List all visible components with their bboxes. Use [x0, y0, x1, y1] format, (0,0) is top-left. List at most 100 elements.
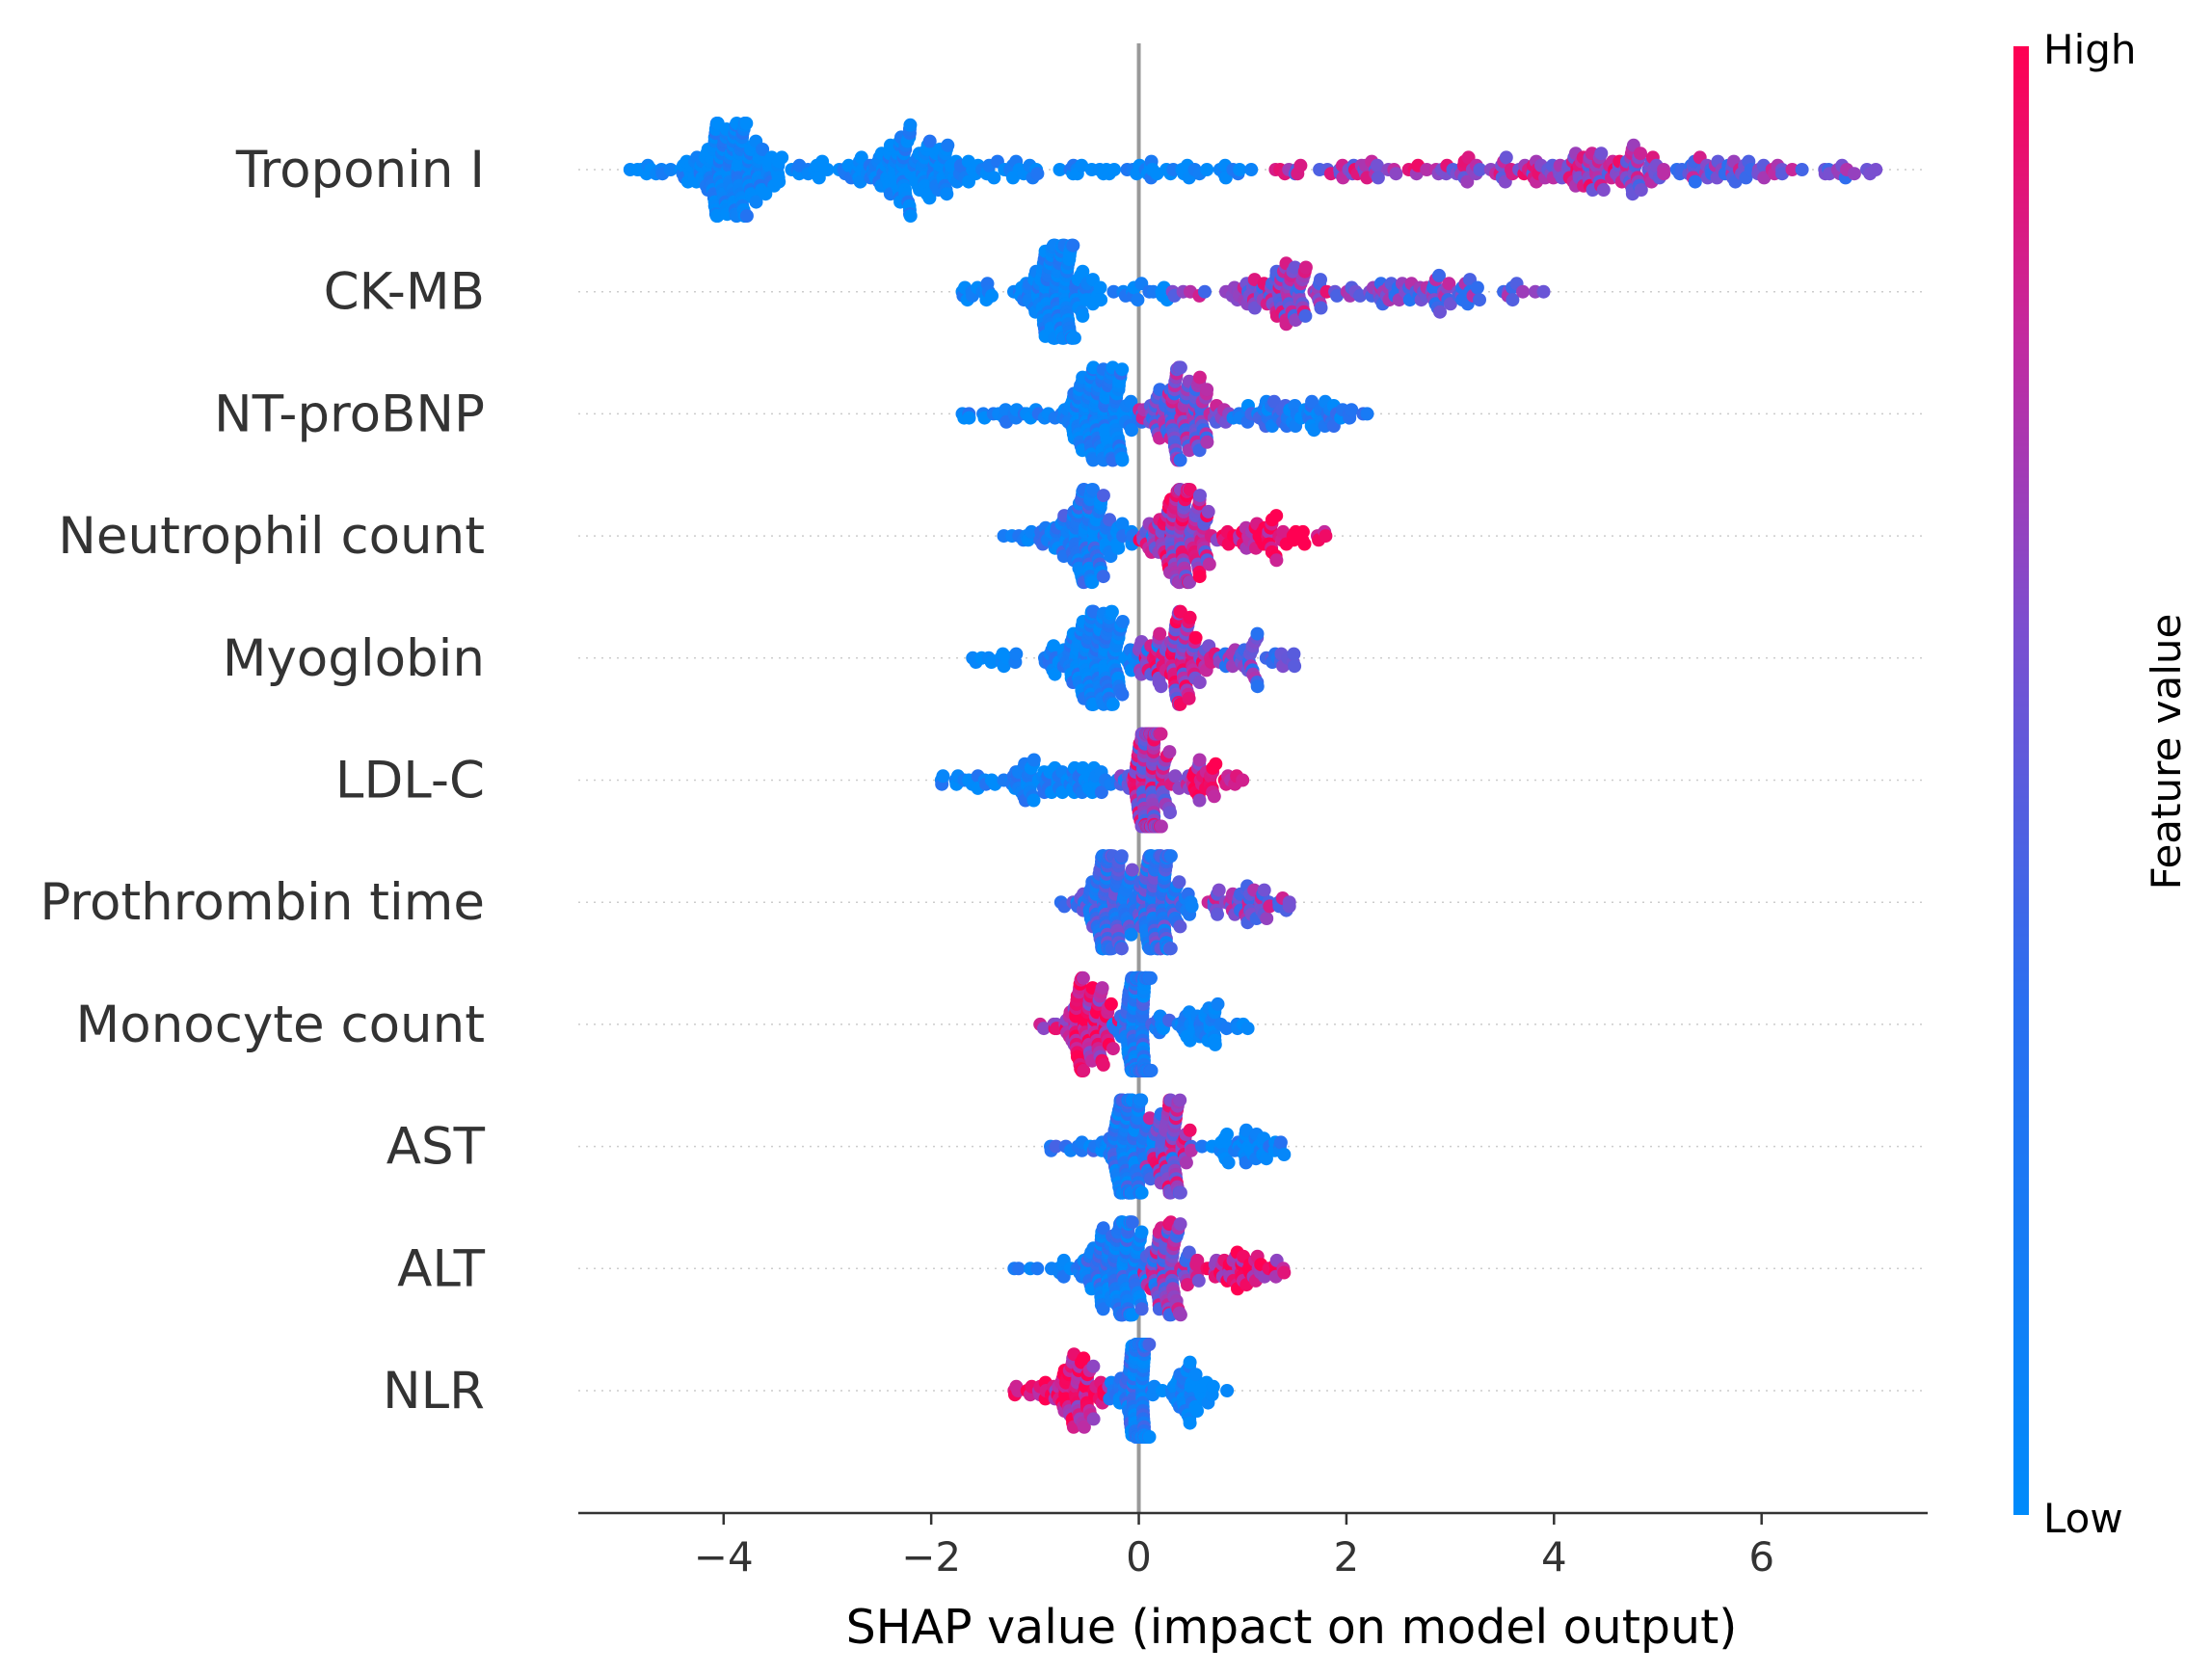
shap-point — [922, 191, 937, 205]
shap-point — [1173, 360, 1187, 375]
shap-point — [1247, 301, 1262, 315]
shap-point — [1195, 1139, 1210, 1154]
x-ticks: −4 −2 0 2 4 6 — [694, 1513, 1774, 1581]
shap-point — [903, 209, 918, 223]
shap-point — [1250, 626, 1265, 641]
shap-point — [1093, 280, 1107, 295]
shap-point — [1202, 557, 1216, 571]
row-guides — [578, 169, 1928, 1392]
shap-point — [1026, 793, 1041, 808]
shap-point — [1077, 1420, 1091, 1434]
shap-point — [1192, 753, 1207, 767]
shap-point — [1506, 293, 1520, 307]
shap-point — [1173, 1185, 1187, 1200]
shap-point — [1536, 284, 1551, 299]
shap-point — [1173, 1308, 1187, 1322]
shap-point — [1095, 981, 1109, 996]
shap-point — [1115, 687, 1130, 702]
shap-point — [1104, 996, 1118, 1011]
shap-point — [1240, 1022, 1255, 1036]
shap-point — [1115, 615, 1130, 628]
shap-point — [749, 195, 763, 209]
shap-point — [1067, 331, 1081, 345]
shap-point — [1219, 1022, 1234, 1036]
shap-point — [1314, 301, 1328, 315]
shap-point — [1209, 757, 1223, 771]
shap-point — [1153, 626, 1167, 641]
shap-point — [739, 209, 754, 223]
shap-point — [1103, 513, 1117, 527]
shap-point — [1094, 293, 1108, 307]
shap-point — [1188, 1368, 1203, 1382]
shap-point — [1096, 1302, 1110, 1316]
feature-labels: Troponin I CK-MB NT-proBNP Neutrophil count… — [40, 141, 485, 1421]
shap-point — [1516, 284, 1530, 299]
colorbar-gradient — [2013, 46, 2029, 1515]
feature-label: NLR — [383, 1362, 485, 1421]
shap-point — [1173, 1093, 1187, 1107]
shap-point — [1389, 167, 1403, 181]
shap-point — [1026, 753, 1041, 767]
shap-point — [1096, 1057, 1110, 1072]
shap-point — [1269, 553, 1284, 568]
shap-point — [1183, 483, 1197, 497]
shap-point — [1192, 570, 1207, 584]
shap-point — [1221, 1156, 1236, 1170]
shap-point — [1183, 1123, 1197, 1137]
shap-point — [1131, 293, 1145, 307]
shap-point — [1076, 308, 1090, 323]
shap-point — [1077, 1063, 1091, 1077]
shap-point — [1257, 883, 1271, 897]
shap-point — [1154, 679, 1168, 694]
shap-point — [1594, 146, 1609, 161]
shap-point — [1183, 1416, 1197, 1430]
shap-point — [1250, 679, 1265, 694]
shap-point — [1319, 529, 1333, 544]
shap-point — [1143, 970, 1158, 985]
shap-point — [1259, 1152, 1273, 1166]
shap-point — [1053, 163, 1067, 176]
shap-point — [1125, 1215, 1139, 1230]
shap-point — [1443, 297, 1457, 311]
shap-point — [1305, 394, 1319, 409]
shap-point — [1260, 912, 1274, 925]
shap-point — [1163, 942, 1178, 956]
shap-point — [756, 143, 770, 156]
x-axis: −4 −2 0 2 4 6 — [578, 1511, 1928, 1581]
shap-point — [1190, 1404, 1204, 1418]
shap-point — [1239, 1123, 1253, 1137]
shap-point — [1207, 789, 1221, 804]
shap-point — [1047, 639, 1061, 653]
shap-point — [1206, 1379, 1220, 1394]
shap-point — [1212, 883, 1226, 897]
shap-point — [759, 187, 773, 201]
shap-point — [1163, 849, 1178, 864]
shap-point — [1192, 676, 1207, 689]
shap-point — [1657, 167, 1671, 181]
shap-point — [1124, 394, 1138, 409]
shap-point — [1134, 1185, 1149, 1200]
shap-point — [1086, 1412, 1101, 1426]
shap-point — [1190, 1253, 1205, 1267]
shap-point — [1596, 183, 1611, 197]
shap-point — [1094, 785, 1108, 800]
shap-point — [1111, 541, 1126, 555]
shap-point — [1156, 1384, 1169, 1397]
colorbar: High Low Feature value — [2013, 26, 2190, 1542]
shap-point — [1192, 370, 1207, 385]
shap-point — [1847, 167, 1861, 181]
shap-point — [1115, 517, 1130, 531]
shap-point — [1293, 158, 1308, 173]
shap-point — [1208, 1037, 1222, 1051]
shap-point — [922, 134, 937, 148]
shap-point — [1134, 1302, 1149, 1316]
shap-point — [1201, 504, 1215, 518]
shap-point — [1200, 435, 1214, 449]
shap-point — [1211, 907, 1224, 921]
shap-point — [1154, 819, 1168, 834]
shap-point — [1297, 537, 1312, 551]
shap-point — [1009, 647, 1024, 661]
shap-point — [903, 118, 918, 132]
shap-point — [1345, 403, 1359, 417]
shap-point — [1086, 483, 1100, 497]
